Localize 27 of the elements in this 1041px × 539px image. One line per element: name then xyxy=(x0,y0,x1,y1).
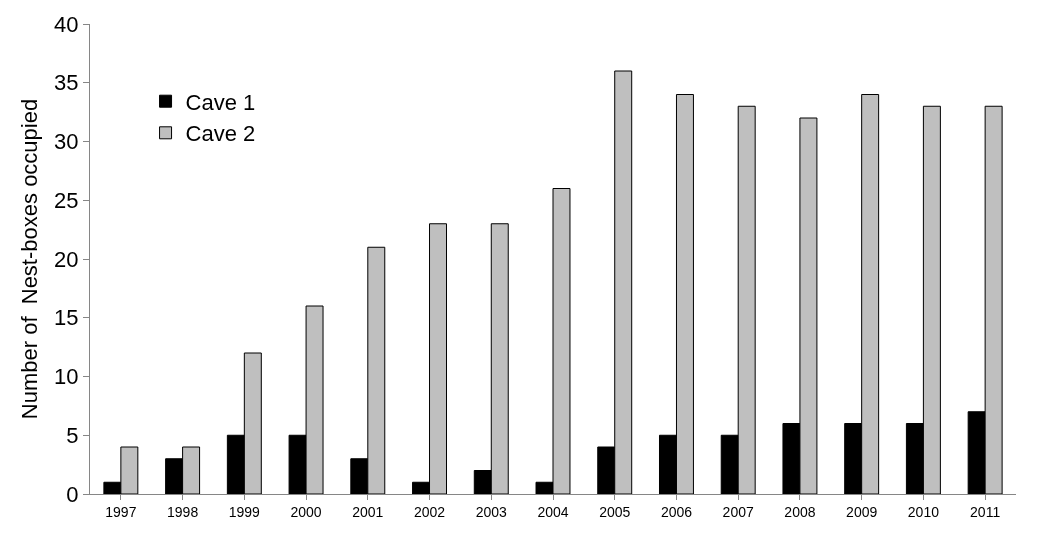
legend-label: Cave 2 xyxy=(185,121,256,147)
x-tick-label: 1998 xyxy=(167,503,199,520)
y-tick-label: 30 xyxy=(54,129,79,155)
x-tick-label: 2000 xyxy=(290,503,322,520)
x-tick-label: 1999 xyxy=(228,503,261,520)
x-tick-label: 2003 xyxy=(475,503,508,520)
y-tick-label: 10 xyxy=(54,364,79,390)
x-tick-label: 1997 xyxy=(105,503,137,520)
legend-label: Cave 1 xyxy=(185,89,256,115)
y-tick-label: 0 xyxy=(66,481,79,507)
y-tick-label: 25 xyxy=(54,187,79,213)
x-tick-label: 2006 xyxy=(660,503,693,520)
x-tick-label: 2009 xyxy=(846,503,878,520)
x-tick-label: 2004 xyxy=(537,503,569,520)
y-axis-title: Number of Nest-boxes occupied xyxy=(16,98,42,420)
x-tick-label: 2002 xyxy=(413,503,446,520)
y-tick-label: 40 xyxy=(54,11,79,37)
x-tick-label: 2008 xyxy=(784,503,816,520)
x-tick-label: 2005 xyxy=(599,503,631,520)
x-tick-label: 2001 xyxy=(352,503,384,520)
y-tick-label: 35 xyxy=(54,70,79,96)
y-tick-label: 5 xyxy=(66,422,79,448)
x-tick-label: 2011 xyxy=(970,503,1001,520)
y-tick-label: 15 xyxy=(54,305,79,331)
x-tick-label: 2007 xyxy=(722,503,754,520)
y-tick-label: 20 xyxy=(54,246,79,272)
x-tick-label: 2010 xyxy=(907,503,940,520)
